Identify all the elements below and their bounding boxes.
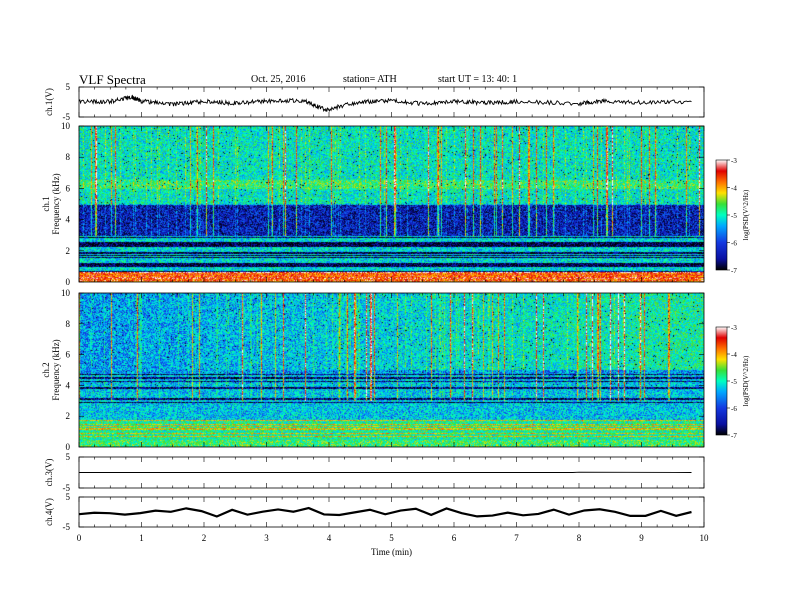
ch2-spectrogram-ytick-label: 10 xyxy=(61,288,71,298)
ch2-spectrogram-ytick-label: 4 xyxy=(66,380,71,390)
ch3-waveform-ytick-label: -5 xyxy=(63,483,71,493)
ch1-spectrogram-colorbar-label: log(PSD(V^2/Hz) xyxy=(742,189,750,240)
ch2-spectrogram-ytick-label: 8 xyxy=(66,319,71,329)
date-label: Oct. 25, 2016 xyxy=(251,74,306,85)
xtick-label: 8 xyxy=(577,533,582,543)
ch1-spectrogram-ytick-label: 2 xyxy=(66,246,71,256)
figure-title: VLF Spectra xyxy=(79,72,146,87)
ch2-spectrogram-colorbar-tick: -4 xyxy=(731,351,737,359)
ch2-spectrogram-ytick-label: 0 xyxy=(66,442,71,452)
xtick-label: 5 xyxy=(389,533,394,543)
ch1-spectrogram-ytick-label: 0 xyxy=(66,277,71,287)
ch1-waveform-ylabel: ch.1(V) xyxy=(44,88,54,116)
ch2-spectrogram-ylabel: Frequency (kHz) xyxy=(51,339,61,400)
xtick-label: 3 xyxy=(264,533,269,543)
ch1-waveform-ytick-label: 5 xyxy=(66,82,71,92)
ch2-spectrogram-ytick-label: 2 xyxy=(66,411,71,421)
ch2-spectrogram-colorbar-tick: -5 xyxy=(731,378,737,386)
ch4-waveform-ytick-label: -5 xyxy=(63,522,71,532)
ch1-spectrogram-colorbar-tick: -7 xyxy=(731,267,737,275)
xtick-label: 4 xyxy=(327,533,332,543)
ch2-spectrogram-colorbar-tick: -3 xyxy=(731,324,737,332)
ch1-spectrogram-ytick-label: 4 xyxy=(66,215,71,225)
ch4-waveform-ylabel: ch.4(V) xyxy=(44,498,54,526)
xtick-label: 6 xyxy=(452,533,457,543)
ch1-spectrogram-ytick-label: 6 xyxy=(66,183,71,193)
ch1-spectrogram-colorbar-tick: -4 xyxy=(731,185,737,193)
xtick-label: 7 xyxy=(514,533,519,543)
xaxis-label: Time (min) xyxy=(371,547,412,557)
ch2-spectrogram-colorbar-label: log(PSD(V^2/Hz) xyxy=(742,355,750,406)
ch1-spectrogram-colorbar-tick: -5 xyxy=(731,212,737,220)
xtick-label: 2 xyxy=(202,533,207,543)
ch2-spectrogram-colorbar-tick: -7 xyxy=(731,432,737,440)
ch4-waveform-line xyxy=(78,506,692,518)
ch2-spectrogram-colorbar xyxy=(715,326,728,436)
ch1-spectrogram-colorbar-tick: -3 xyxy=(731,157,737,165)
spectrogram-image-ch1 xyxy=(79,126,704,282)
start-time-label: start UT = 13: 40: 1 xyxy=(438,74,518,85)
ch1-waveform-line xyxy=(78,94,692,113)
ch3-waveform-ylabel: ch.3(V) xyxy=(44,459,54,487)
ch1-spectrogram-ylabel: Frequency (kHz) xyxy=(51,173,61,234)
xtick-label: 0 xyxy=(77,533,82,543)
ch4-waveform-ytick-label: 5 xyxy=(66,492,71,502)
ch2-spectrogram-colorbar-tick: -6 xyxy=(731,405,737,413)
xtick-label: 10 xyxy=(700,533,710,543)
ch3-waveform-ytick-label: 5 xyxy=(66,452,71,462)
xtick-label: 1 xyxy=(139,533,144,543)
ch1-spectrogram-ytick-label: 8 xyxy=(66,152,71,162)
ch1-spectrogram-ytick-label: 10 xyxy=(61,121,71,131)
station-label: station= ATH xyxy=(343,74,397,85)
ch2-spectrogram-ytick-label: 6 xyxy=(66,350,71,360)
ch1-spectrogram-colorbar xyxy=(715,159,728,271)
ch1-waveform-ytick-label: -5 xyxy=(63,112,71,122)
spectrogram-image-ch2 xyxy=(79,293,704,447)
ch1-spectrogram-channel-label: ch.1 xyxy=(41,196,51,211)
ch2-spectrogram-channel-label: ch.2 xyxy=(41,362,51,377)
ch1-spectrogram-colorbar-tick: -6 xyxy=(731,240,737,248)
xtick-label: 9 xyxy=(639,533,644,543)
